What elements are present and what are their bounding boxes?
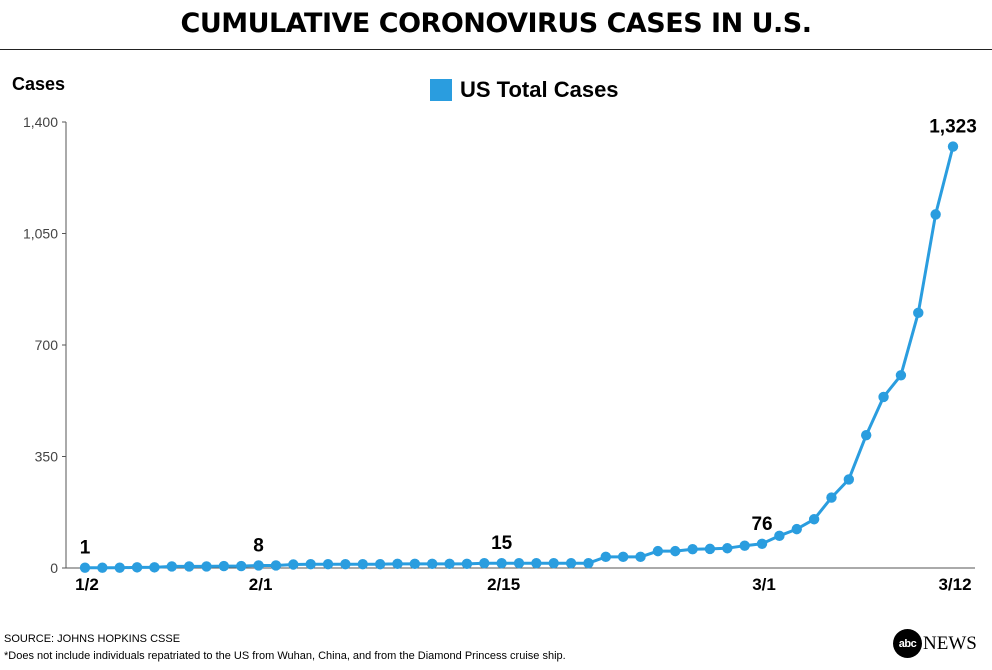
data-point [617, 551, 629, 563]
data-point [774, 530, 785, 542]
data-label: 1,323 [929, 117, 977, 138]
x-tick-label: 2/1 [249, 575, 273, 594]
y-axis-ticks: 0 350 700 1,050 1,400 [23, 114, 66, 576]
abc-news-logo: abc NEWS [893, 629, 977, 658]
y-axis-label: Cases [12, 74, 66, 94]
data-point [548, 558, 559, 569]
title-divider [0, 49, 992, 50]
data-point [878, 391, 889, 403]
data-point [236, 560, 247, 572]
data-point [756, 538, 768, 549]
data-point [947, 141, 959, 152]
data-point [531, 558, 542, 569]
data-point [808, 514, 820, 525]
data-point [270, 560, 282, 571]
chart-axes [65, 122, 975, 569]
abc-logo-mark: abc [893, 629, 922, 658]
data-label: 15 [491, 533, 513, 554]
data-point [322, 558, 334, 570]
x-tick-label: 3/12 [938, 575, 971, 594]
x-tick-label: 2/15 [487, 575, 520, 594]
data-point [357, 558, 368, 570]
legend: US Total Cases [430, 77, 619, 103]
data-point [392, 558, 403, 570]
data-point [930, 209, 941, 220]
data-point [409, 558, 421, 570]
x-axis-ticks: 1/2 2/1 2/15 3/1 3/12 [75, 575, 971, 594]
data-point [340, 558, 351, 570]
data-point [288, 559, 299, 570]
data-point [461, 558, 473, 570]
data-point [513, 558, 525, 569]
y-tick-label: 350 [35, 449, 59, 465]
footnote: *Does not include individuals repatriate… [4, 650, 566, 662]
data-point [739, 540, 750, 551]
chart-series [79, 141, 959, 573]
data-point [97, 562, 108, 573]
data-point [670, 545, 681, 557]
data-point [253, 560, 264, 571]
x-tick-label: 3/1 [752, 575, 776, 594]
data-point [687, 544, 698, 555]
chart-annotations: 1 8 15 76 1,323 [80, 117, 977, 559]
data-point [843, 474, 855, 485]
data-point [479, 558, 490, 569]
data-point [131, 562, 143, 573]
data-label: 1 [80, 538, 91, 559]
data-point [149, 562, 160, 573]
data-label: 8 [253, 535, 264, 556]
source-note: SOURCE: JOHNS HOPKINS CSSE [4, 633, 181, 645]
data-point [791, 523, 802, 535]
legend-label: US Total Cases [460, 77, 619, 102]
data-point [496, 558, 507, 569]
x-tick-label: 1/2 [75, 575, 99, 594]
data-point [861, 429, 872, 441]
data-point [704, 543, 716, 555]
data-point [114, 562, 125, 573]
y-tick-label: 0 [50, 560, 58, 576]
y-tick-label: 700 [35, 337, 59, 353]
data-label: 76 [751, 514, 772, 535]
y-tick-label: 1,400 [23, 114, 58, 130]
data-point [652, 545, 664, 557]
data-point [600, 551, 611, 563]
page-title: CUMULATIVE CORONOVIRUS CASES IN U.S. [180, 8, 812, 39]
news-wordmark: NEWS [923, 632, 977, 654]
data-point [722, 543, 733, 554]
data-point [166, 561, 177, 572]
data-point [79, 562, 91, 573]
data-point [427, 558, 438, 570]
series-line [85, 146, 955, 570]
data-point [218, 560, 230, 572]
data-point [374, 558, 386, 570]
legend-swatch [430, 79, 452, 101]
data-point [583, 558, 594, 569]
data-point [183, 561, 195, 572]
data-point [444, 558, 455, 570]
data-point [565, 558, 577, 569]
data-point [201, 561, 212, 572]
data-point [913, 307, 924, 319]
data-point [826, 492, 837, 503]
y-tick-label: 1,050 [23, 226, 58, 242]
data-point [305, 558, 316, 570]
data-point [895, 370, 907, 381]
data-point [635, 551, 646, 563]
